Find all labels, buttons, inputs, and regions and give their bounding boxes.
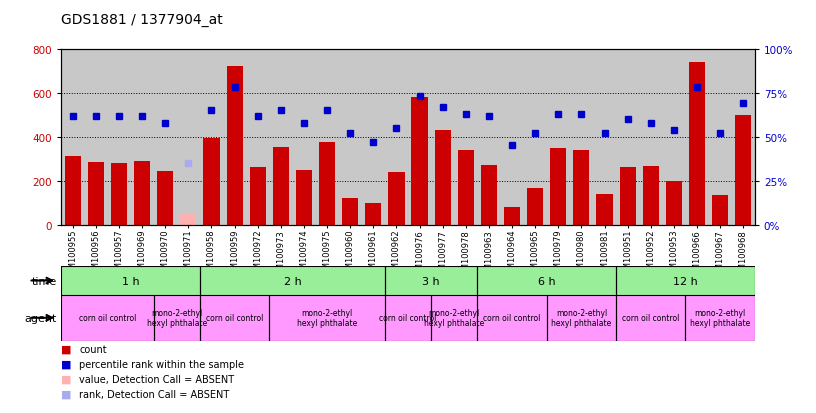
Bar	[157, 172, 173, 225]
Text: 12 h: 12 h	[673, 276, 698, 286]
Bar	[596, 195, 613, 225]
Bar	[527, 189, 543, 225]
Bar	[200, 266, 385, 295]
Text: corn oil control: corn oil control	[622, 313, 680, 323]
Bar	[269, 295, 385, 341]
Bar	[61, 266, 200, 295]
Text: time: time	[32, 276, 57, 286]
Text: corn oil control: corn oil control	[379, 313, 437, 323]
Bar	[134, 162, 150, 225]
Text: GDS1881 / 1377904_at: GDS1881 / 1377904_at	[61, 13, 223, 27]
Bar	[250, 167, 266, 225]
Bar	[61, 295, 153, 341]
Bar	[388, 173, 405, 225]
Bar	[180, 214, 197, 225]
Bar	[385, 266, 477, 295]
Bar	[477, 266, 616, 295]
Bar	[574, 150, 589, 225]
Bar	[689, 63, 705, 225]
Text: value, Detection Call = ABSENT: value, Detection Call = ABSENT	[79, 374, 234, 384]
Bar	[111, 164, 127, 225]
Bar	[200, 295, 269, 341]
Text: mono-2-ethyl
hexyl phthalate: mono-2-ethyl hexyl phthalate	[424, 309, 485, 328]
Text: 6 h: 6 h	[538, 276, 556, 286]
Bar	[431, 295, 477, 341]
Bar	[643, 167, 659, 225]
Bar	[735, 115, 752, 225]
Bar	[619, 167, 636, 225]
Bar	[203, 138, 220, 225]
Bar	[550, 148, 566, 225]
Text: mono-2-ethyl
hexyl phthalate: mono-2-ethyl hexyl phthalate	[297, 309, 357, 328]
Bar	[296, 171, 312, 225]
Text: rank, Detection Call = ABSENT: rank, Detection Call = ABSENT	[79, 389, 229, 399]
Text: agent: agent	[24, 313, 57, 323]
Text: 3 h: 3 h	[423, 276, 440, 286]
Bar	[227, 67, 242, 225]
Text: 2 h: 2 h	[283, 276, 301, 286]
Bar	[504, 207, 520, 225]
Bar	[153, 295, 200, 341]
Text: ■: ■	[61, 359, 72, 369]
Text: corn oil control: corn oil control	[79, 313, 136, 323]
Text: ■: ■	[61, 344, 72, 354]
Text: ■: ■	[61, 374, 72, 384]
Text: mono-2-ethyl
hexyl phthalate: mono-2-ethyl hexyl phthalate	[147, 309, 207, 328]
Bar	[616, 266, 755, 295]
Text: ■: ■	[61, 389, 72, 399]
Text: percentile rank within the sample: percentile rank within the sample	[79, 359, 244, 369]
Bar	[481, 166, 497, 225]
Bar	[88, 163, 104, 225]
Text: corn oil control: corn oil control	[483, 313, 541, 323]
Bar	[547, 295, 616, 341]
Bar	[319, 143, 335, 225]
Bar	[342, 198, 358, 225]
Bar	[385, 295, 431, 341]
Bar	[616, 295, 685, 341]
Text: count: count	[79, 344, 107, 354]
Bar	[366, 203, 381, 225]
Bar	[435, 131, 450, 225]
Bar	[458, 150, 474, 225]
Text: mono-2-ethyl
hexyl phthalate: mono-2-ethyl hexyl phthalate	[552, 309, 611, 328]
Text: corn oil control: corn oil control	[206, 313, 264, 323]
Text: mono-2-ethyl
hexyl phthalate: mono-2-ethyl hexyl phthalate	[690, 309, 750, 328]
Bar	[273, 148, 289, 225]
Bar	[411, 98, 428, 225]
Text: 1 h: 1 h	[122, 276, 140, 286]
Bar	[64, 157, 81, 225]
Bar	[685, 295, 755, 341]
Bar	[666, 181, 682, 225]
Bar	[477, 295, 547, 341]
Bar	[712, 196, 728, 225]
